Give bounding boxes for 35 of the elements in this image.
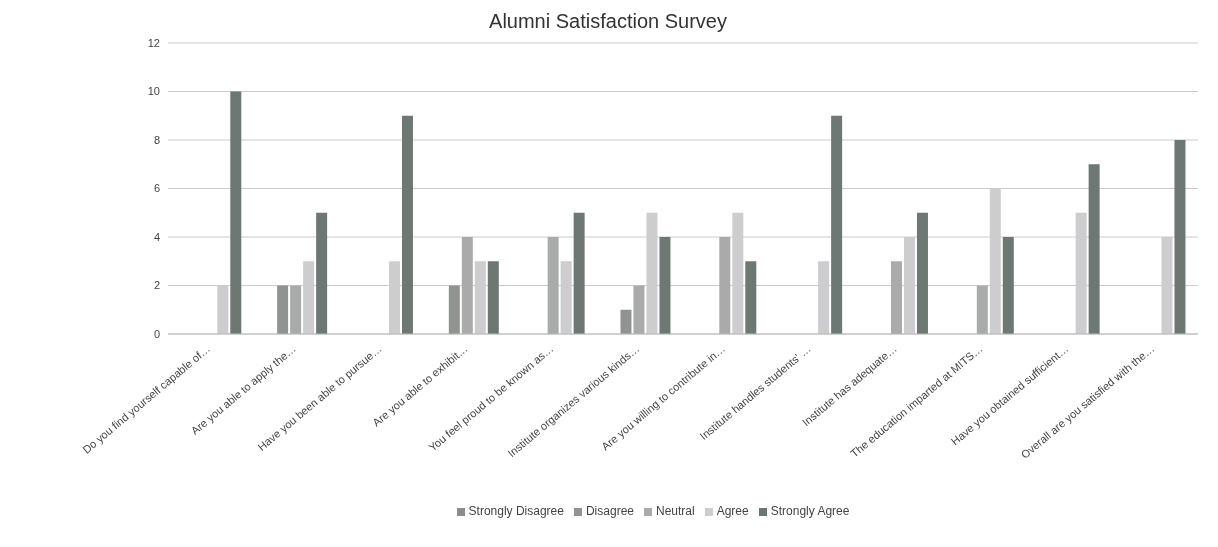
bar: [719, 237, 731, 334]
legend-label: Disagree: [585, 504, 634, 518]
bar: [230, 91, 242, 334]
bar: [461, 237, 473, 334]
bar: [831, 115, 843, 334]
chart-title: Alumni Satisfaction Survey: [488, 10, 728, 33]
bar: [1088, 164, 1100, 334]
bar: [290, 285, 302, 334]
bar: [620, 309, 632, 334]
y-tick-label: 12: [147, 36, 160, 49]
y-tick-label: 8: [153, 133, 160, 146]
y-tick-label: 2: [153, 279, 160, 292]
bar: [916, 212, 928, 334]
bar: [573, 212, 585, 334]
bar: [1002, 237, 1014, 334]
bar: [401, 115, 413, 334]
bar: [316, 212, 328, 334]
bar: [277, 285, 289, 334]
legend-label: Neutral: [655, 504, 695, 518]
bar: [448, 285, 460, 334]
legend-label: Strongly Disagree: [468, 504, 564, 518]
bar: [633, 285, 645, 334]
bar: [745, 261, 757, 334]
y-tick-label: 6: [153, 182, 160, 195]
bar: [976, 285, 988, 334]
y-tick-label: 4: [153, 230, 160, 243]
legend-label: Agree: [716, 504, 749, 518]
bar: [890, 261, 902, 334]
bar: [659, 237, 671, 334]
bar: [487, 261, 499, 334]
bar: [547, 237, 559, 334]
y-tick-label: 10: [147, 85, 160, 98]
bar: [1174, 140, 1186, 334]
legend-label: Strongly Agree: [770, 504, 850, 518]
y-tick-label: 0: [153, 327, 160, 340]
